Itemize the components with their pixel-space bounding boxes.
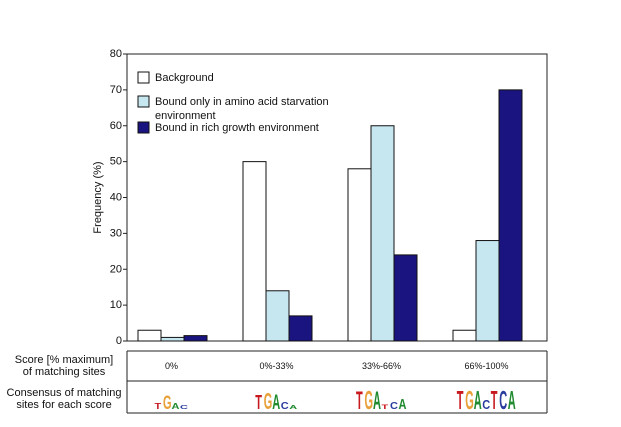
legend-label-2: Bound only in amino acid starvation	[155, 96, 329, 108]
logo-letter-4-7: A	[508, 387, 516, 416]
logo-letter-2-1: T	[255, 392, 262, 414]
y-tick-label: 60	[110, 120, 122, 132]
row-label-score: Score [% maximum]	[15, 354, 113, 366]
logo-letter-3-5: C	[390, 401, 398, 411]
y-tick-label: 40	[110, 192, 122, 204]
bars	[137, 89, 523, 342]
y-axis-label: Frequency (%)	[92, 161, 104, 233]
logo-letter-3-3: A	[373, 388, 381, 415]
logo-letter-2-3: A	[272, 390, 280, 414]
bar-3-1	[183, 335, 208, 342]
bar-2-1	[160, 336, 185, 342]
y-tick-label: 50	[110, 156, 122, 168]
logo-letter-4-4: C	[482, 397, 490, 412]
logo-letter-4-1: T	[457, 387, 464, 416]
category-label-3: 33%-66%	[362, 361, 401, 371]
logo-letter-4-6: C	[499, 387, 507, 416]
score-table: Score [% maximum]of matching sites Consen…	[7, 350, 548, 416]
bar-3-3	[393, 254, 418, 342]
logo-letter-2-4: C	[281, 400, 289, 412]
legend-swatch-1	[137, 71, 150, 84]
bar-3-4	[498, 89, 523, 342]
logo-letter-4-5: T	[491, 387, 498, 416]
logo-letter-2-2: G	[264, 387, 273, 414]
bar-2-2	[265, 290, 290, 342]
logo-letter-2-5: A	[289, 404, 297, 410]
row-label-score: of matching sites	[23, 366, 106, 378]
bar-2-4	[475, 240, 500, 342]
logo-letter-3-1: T	[356, 388, 363, 415]
bar-1-1	[137, 329, 162, 342]
bar-3-2	[288, 315, 313, 342]
bar-1-2	[242, 161, 267, 342]
y-tick-label: 30	[110, 227, 122, 239]
y-tick-label: 80	[110, 48, 122, 60]
category-label-2: 0%-33%	[259, 361, 293, 371]
bar-1-4	[452, 329, 477, 342]
logo-letter-3-6: A	[399, 396, 407, 413]
legend-label-1: Background	[155, 72, 214, 84]
logo-letter-1-3: A	[172, 402, 180, 411]
logo-letter-3-2: G	[365, 387, 374, 416]
y-tick-label: 10	[110, 299, 122, 311]
logo-letter-4-3: A	[474, 387, 482, 416]
logo-letter-1-4: C	[180, 404, 189, 411]
legend-swatch-3	[137, 121, 150, 134]
bar-2-3	[370, 125, 395, 342]
logo-letter-1-1: T	[155, 402, 162, 411]
row-label-consensus: Consensus of matching	[7, 387, 122, 399]
y-tick-label: 70	[110, 84, 122, 96]
legend-swatch-2	[137, 95, 150, 108]
logo-letter-4-2: G	[465, 387, 474, 416]
y-tick-label: 0	[116, 335, 122, 347]
legend-label-3: Bound in rich growth environment	[155, 122, 319, 134]
logo-letter-1-2: G	[163, 393, 172, 414]
legend: Background Bound only in amino acid starv…	[137, 71, 329, 134]
y-tick-label: 20	[110, 263, 122, 275]
category-label-1: 0%	[165, 361, 178, 371]
bar-1-3	[347, 168, 372, 342]
legend-label-2: environment	[155, 110, 216, 122]
y-axis: 0 10 20 30 40 50 60 70 80 Frequency (%)	[92, 48, 127, 347]
logo-letter-3-4: T	[382, 403, 389, 410]
row-label-consensus: sites for each score	[16, 399, 111, 411]
category-label-4: 66%-100%	[464, 361, 508, 371]
